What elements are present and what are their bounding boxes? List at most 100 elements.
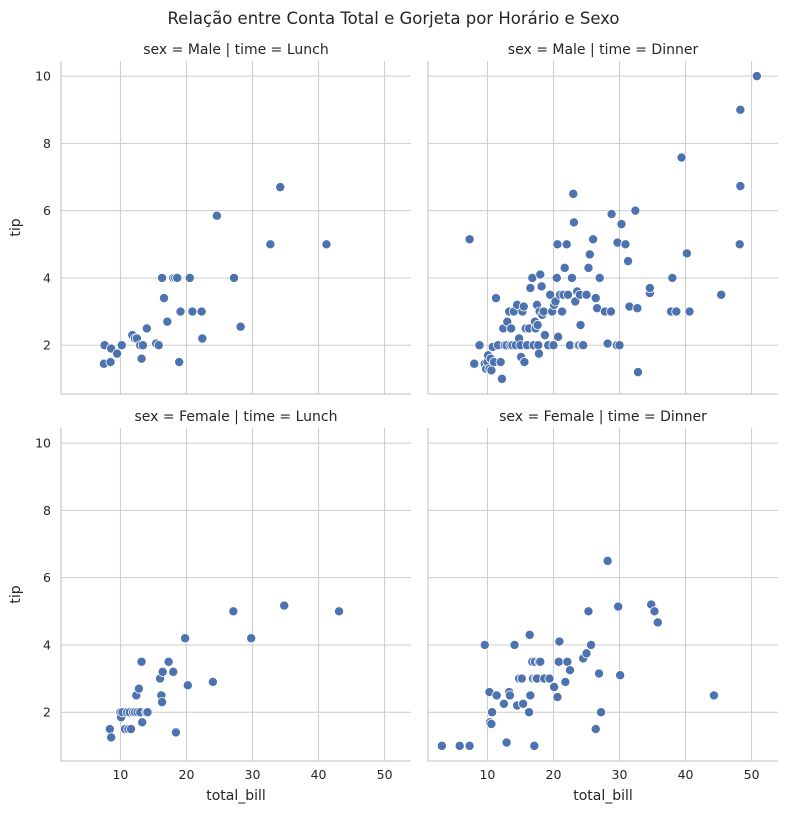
facet-panel-1: 2 4 6 8 10 sex = Male | time = Lunch tip [8, 42, 411, 395]
scatter-point [649, 606, 660, 617]
scatter-point [553, 331, 564, 342]
scatter-point [708, 690, 719, 701]
scatter-point [561, 239, 572, 250]
scatter-point [116, 340, 127, 351]
scatter-point [137, 717, 148, 728]
scatter-points [104, 600, 345, 743]
scatter-point [168, 666, 179, 677]
scatter-point [180, 633, 191, 644]
scatter-point [588, 234, 599, 245]
scatter-point [594, 668, 605, 679]
y-tick-label: 6 [43, 570, 51, 585]
scatter-point [491, 690, 502, 701]
scatter-point [228, 606, 239, 617]
scatter-point [602, 555, 613, 566]
x-tick-label: 10 [112, 767, 128, 782]
scatter-point [479, 639, 490, 650]
scatter-point [519, 357, 530, 368]
scatter-point [533, 340, 544, 351]
scatter-point [548, 340, 559, 351]
scatter-point [504, 690, 515, 701]
scatter-point [586, 639, 597, 650]
scatter-point [632, 303, 643, 314]
y-tick-label: 8 [43, 503, 51, 518]
scatter-point [436, 740, 447, 751]
scatter-point [644, 283, 655, 294]
scatter-point [157, 272, 168, 283]
y-tick-label: 10 [35, 436, 51, 451]
facet-panel-3: 10 20 30 40 50 2 4 6 8 10 sex = Female | time = Lu… [8, 409, 411, 804]
scatter-point [175, 306, 186, 317]
scatter-point [605, 306, 616, 317]
scatter-point [182, 680, 193, 691]
scatter-point [538, 306, 549, 317]
facet-title: sex = Female | time = Lunch [135, 409, 338, 425]
scatter-point [614, 340, 625, 351]
scatter-point [174, 357, 185, 368]
scatter-point [735, 104, 746, 115]
scatter-point [652, 617, 663, 628]
scatter-point [486, 365, 497, 376]
scatter-point [575, 320, 586, 331]
scatter-point [157, 697, 168, 708]
scatter-point [676, 152, 687, 163]
scatter-point [562, 656, 573, 667]
x-tick-label: 10 [479, 767, 495, 782]
x-tick-label: 50 [377, 767, 393, 782]
scatter-point [533, 348, 544, 359]
scatter-point [235, 321, 246, 332]
scatter-point [554, 636, 565, 647]
y-tick-label: 4 [43, 270, 51, 285]
scatter-point [105, 357, 116, 368]
scatter-point [491, 293, 502, 304]
x-tick-label: 40 [678, 767, 694, 782]
scatter-point [734, 239, 745, 250]
scatter-point [735, 181, 746, 192]
scatter-point [516, 673, 527, 684]
scatter-point [545, 289, 556, 300]
scatter-point [246, 633, 257, 644]
scatter-point [535, 269, 546, 280]
scatter-point [524, 707, 535, 718]
scatter-point [581, 648, 592, 659]
scatter-point [464, 740, 475, 751]
scatter-point [553, 656, 564, 667]
scatter-point [137, 340, 148, 351]
scatter-point [275, 182, 286, 193]
scatter-point [549, 682, 560, 693]
scatter-point [142, 707, 153, 718]
scatter-point [615, 670, 626, 681]
scatter-point [529, 740, 540, 751]
x-tick-label: 40 [311, 767, 327, 782]
facet-panel-4: 10 20 30 40 50 sex = Female | time = Dinner to… [427, 409, 778, 804]
scatter-point [539, 330, 550, 341]
scatter-point [584, 249, 595, 260]
y-tick-label: 8 [43, 136, 51, 151]
scatter-point [141, 323, 152, 334]
scatter-points [464, 71, 762, 384]
scatter-point [602, 338, 613, 349]
scatter-point [153, 340, 164, 351]
scatter-point [126, 724, 137, 735]
scatter-point [667, 272, 678, 283]
scatter-point [535, 656, 546, 667]
x-tick-label: 50 [744, 767, 760, 782]
x-axis-label: total_bill [206, 788, 266, 804]
scatter-point [630, 205, 641, 216]
facet-panel-2: sex = Male | time = Dinner [427, 42, 778, 395]
scatter-point [594, 272, 605, 283]
y-tick-label: 10 [35, 69, 51, 84]
scatter-point [486, 719, 497, 730]
scatter-point [684, 306, 695, 317]
y-axis-label: tip [8, 585, 24, 603]
scatter-point [136, 656, 147, 667]
x-tick-label: 30 [612, 767, 628, 782]
scatter-point [104, 724, 115, 735]
scatter-point [590, 724, 601, 735]
scatter-point [578, 340, 589, 351]
scatter-point [112, 348, 123, 359]
scatter-point [106, 732, 117, 743]
scatter-point [133, 683, 144, 694]
scatter-point [620, 239, 631, 250]
